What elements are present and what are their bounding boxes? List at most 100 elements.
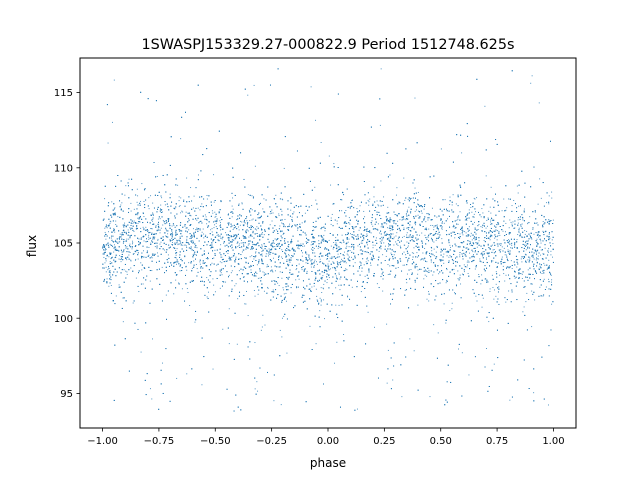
- data-point: [143, 240, 145, 242]
- data-point: [389, 265, 391, 267]
- data-point: [506, 266, 508, 268]
- data-point: [105, 271, 107, 273]
- data-point: [122, 321, 124, 323]
- data-point: [112, 235, 114, 237]
- data-point: [533, 258, 535, 260]
- data-point: [336, 341, 338, 343]
- data-point: [485, 257, 487, 259]
- data-point: [311, 248, 313, 250]
- data-point: [102, 246, 104, 248]
- data-point: [279, 329, 281, 331]
- data-point: [395, 235, 397, 237]
- data-point: [181, 210, 183, 212]
- data-point: [478, 240, 480, 242]
- data-point: [349, 250, 351, 252]
- data-point: [380, 68, 382, 70]
- data-point: [431, 250, 433, 252]
- data-point: [281, 256, 283, 258]
- data-point: [162, 219, 164, 221]
- data-point: [330, 184, 332, 186]
- data-point: [467, 230, 469, 232]
- data-point: [537, 258, 539, 260]
- data-point: [317, 280, 319, 282]
- data-point: [187, 291, 189, 293]
- data-point: [476, 300, 478, 302]
- data-point: [347, 241, 349, 243]
- data-point: [432, 224, 434, 226]
- data-point: [413, 350, 415, 352]
- data-point: [179, 270, 181, 272]
- data-point: [248, 236, 250, 238]
- data-point: [247, 194, 249, 196]
- data-point: [461, 352, 463, 354]
- data-point: [517, 234, 519, 236]
- data-point: [406, 209, 408, 211]
- data-point: [130, 259, 132, 261]
- data-point: [441, 238, 443, 240]
- data-point: [280, 404, 282, 406]
- data-point: [107, 142, 109, 144]
- data-point: [386, 323, 388, 325]
- data-point: [417, 269, 419, 271]
- data-point: [107, 269, 109, 271]
- data-point: [165, 230, 167, 232]
- data-point: [452, 224, 454, 226]
- data-point: [305, 241, 307, 243]
- data-point: [433, 241, 435, 243]
- data-point: [111, 256, 113, 258]
- data-point: [336, 256, 338, 258]
- data-point: [353, 228, 355, 230]
- data-point: [310, 86, 312, 88]
- data-point: [232, 255, 234, 257]
- data-point: [290, 239, 292, 241]
- data-point: [489, 239, 491, 241]
- data-point: [328, 155, 330, 157]
- data-point: [219, 269, 221, 271]
- data-point: [521, 223, 523, 225]
- data-point: [467, 260, 469, 262]
- data-point: [271, 243, 273, 245]
- data-point: [451, 308, 453, 310]
- data-point: [250, 264, 252, 266]
- data-point: [485, 175, 487, 177]
- data-point: [238, 243, 240, 245]
- data-point: [373, 228, 375, 230]
- data-point: [454, 292, 456, 294]
- data-point: [150, 214, 152, 216]
- data-point: [425, 221, 427, 223]
- data-point: [186, 177, 188, 179]
- data-point: [349, 223, 351, 225]
- data-point: [428, 291, 430, 293]
- data-point: [407, 261, 409, 263]
- data-point: [157, 228, 159, 230]
- data-point: [459, 233, 461, 235]
- data-point: [373, 196, 375, 198]
- data-point: [345, 209, 347, 211]
- data-point: [148, 238, 150, 240]
- data-point: [498, 230, 500, 232]
- data-point: [366, 257, 368, 259]
- data-point: [379, 124, 381, 126]
- data-point: [251, 219, 253, 221]
- data-point: [505, 301, 507, 303]
- data-point: [305, 251, 307, 253]
- data-point: [474, 247, 476, 249]
- data-point: [393, 236, 395, 238]
- data-point: [382, 238, 384, 240]
- data-point: [313, 261, 315, 263]
- data-point: [277, 282, 279, 284]
- data-point: [284, 226, 286, 228]
- data-point: [147, 236, 149, 238]
- data-point: [548, 259, 550, 261]
- data-point: [129, 251, 131, 253]
- data-point: [370, 232, 372, 234]
- data-point: [394, 220, 396, 222]
- data-point: [206, 198, 208, 200]
- data-point: [157, 238, 159, 240]
- data-point: [264, 324, 266, 326]
- data-point: [289, 223, 291, 225]
- data-point: [467, 249, 469, 251]
- data-point: [537, 203, 539, 205]
- data-point: [151, 257, 153, 259]
- data-point: [429, 255, 431, 257]
